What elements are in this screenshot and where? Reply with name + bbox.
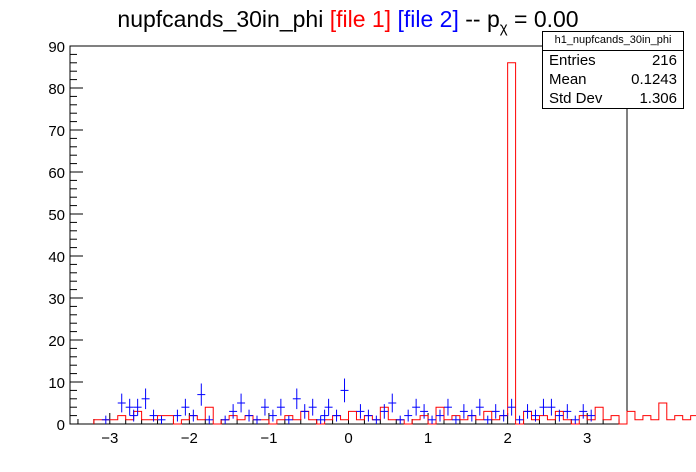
file2-point <box>547 398 556 416</box>
y-tick-label: 20 <box>48 333 65 350</box>
x-tick-label: −2 <box>181 430 198 447</box>
file2-point <box>364 409 373 422</box>
file2-point <box>396 415 405 424</box>
file2-point <box>555 409 564 422</box>
x-tick-label: 2 <box>503 430 511 447</box>
title-main: nupfcands_30in_phi <box>117 6 324 32</box>
file2-point <box>451 415 460 424</box>
file2-point <box>229 404 238 419</box>
x-tick-label: −3 <box>101 430 118 447</box>
file2-point <box>459 404 468 419</box>
stats-stddev-row: Std Dev 1.306 <box>543 89 683 108</box>
file2-point <box>324 398 333 416</box>
file2-point <box>404 409 413 422</box>
y-tick-label: 40 <box>48 249 65 266</box>
y-tick-label: 30 <box>48 291 65 308</box>
file2-point <box>563 404 572 419</box>
x-tick-label: 3 <box>583 430 591 447</box>
file2-point <box>539 398 548 416</box>
file2-point <box>117 393 126 413</box>
title-sub: χ <box>499 19 508 37</box>
file2-point <box>173 409 182 422</box>
file2-point <box>276 398 285 416</box>
y-tick-label: 80 <box>48 81 65 98</box>
y-tick-label: 60 <box>48 165 65 182</box>
file2-point <box>101 415 110 424</box>
file2-point <box>197 383 206 406</box>
file2-point <box>443 398 452 416</box>
file2-point <box>300 404 309 419</box>
file2-point <box>205 415 214 424</box>
stats-box: h1_nupfcands_30in_phi Entries 216 Mean 0… <box>542 31 684 109</box>
title-file1: [file 1] <box>329 6 392 32</box>
file2-point <box>507 398 516 416</box>
file2-point <box>316 415 325 424</box>
file2-point <box>253 415 261 424</box>
file2-point <box>125 398 134 416</box>
x-tick-label: 1 <box>424 430 432 447</box>
file2-point <box>332 409 341 422</box>
stats-entries-value: 216 <box>651 52 677 69</box>
file2-point <box>292 388 301 410</box>
file2-point <box>571 415 580 424</box>
file2-point <box>129 409 138 422</box>
file2-point <box>515 415 524 424</box>
x-tick-label: −1 <box>260 430 277 447</box>
file2-point <box>531 409 540 422</box>
file2-point <box>237 393 246 413</box>
file2-point <box>467 409 476 422</box>
y-tick-label: 70 <box>48 123 65 140</box>
file2-point <box>483 415 492 424</box>
file2-point <box>189 409 198 422</box>
file2-point <box>428 415 437 424</box>
file2-point <box>523 404 532 419</box>
stats-entries-label: Entries <box>549 52 596 69</box>
file2-point <box>380 404 389 419</box>
file2-point <box>268 409 277 422</box>
file2-point <box>181 398 190 416</box>
title-sep: -- p <box>465 6 500 32</box>
stats-entries-row: Entries 216 <box>543 51 683 70</box>
y-tick-label: 0 <box>57 417 65 434</box>
y-tick-label: 90 <box>48 39 65 56</box>
file2-point <box>260 398 269 416</box>
file2-point <box>284 415 293 424</box>
x-tick-label: 0 <box>344 430 352 447</box>
file2-point <box>245 409 254 422</box>
file2-point <box>587 409 596 422</box>
file2-point <box>157 415 166 424</box>
y-tick-label: 10 <box>48 375 65 392</box>
file2-point <box>149 409 158 422</box>
file2-point <box>320 409 329 422</box>
file2-point <box>420 404 429 419</box>
file2-point <box>372 415 381 424</box>
file2-point <box>388 393 397 413</box>
file1-histogram <box>93 62 696 425</box>
file2-point <box>499 409 508 422</box>
stats-mean-value: 0.1243 <box>631 71 677 88</box>
file2-point <box>412 398 421 416</box>
file2-point <box>436 409 444 422</box>
chart-title: nupfcands_30in_phi [file 1] [file 2] -- … <box>0 6 696 37</box>
title-file2: [file 2] <box>397 6 459 32</box>
stats-stddev-value: 1.306 <box>639 90 677 107</box>
title-rest: = 0.00 <box>514 6 579 32</box>
file2-point <box>133 398 142 416</box>
file2-point <box>308 398 317 416</box>
file2-point <box>579 404 588 419</box>
file2-point <box>491 404 500 419</box>
stats-name: h1_nupfcands_30in_phi <box>543 32 683 51</box>
file2-point <box>340 378 349 403</box>
file2-point <box>141 388 150 410</box>
stats-mean-row: Mean 0.1243 <box>543 70 683 89</box>
stats-stddev-label: Std Dev <box>549 90 603 107</box>
file2-point <box>475 398 484 416</box>
stats-mean-label: Mean <box>549 71 587 88</box>
y-tick-label: 50 <box>48 207 65 224</box>
file2-point <box>221 415 230 424</box>
file2-point <box>356 404 365 419</box>
